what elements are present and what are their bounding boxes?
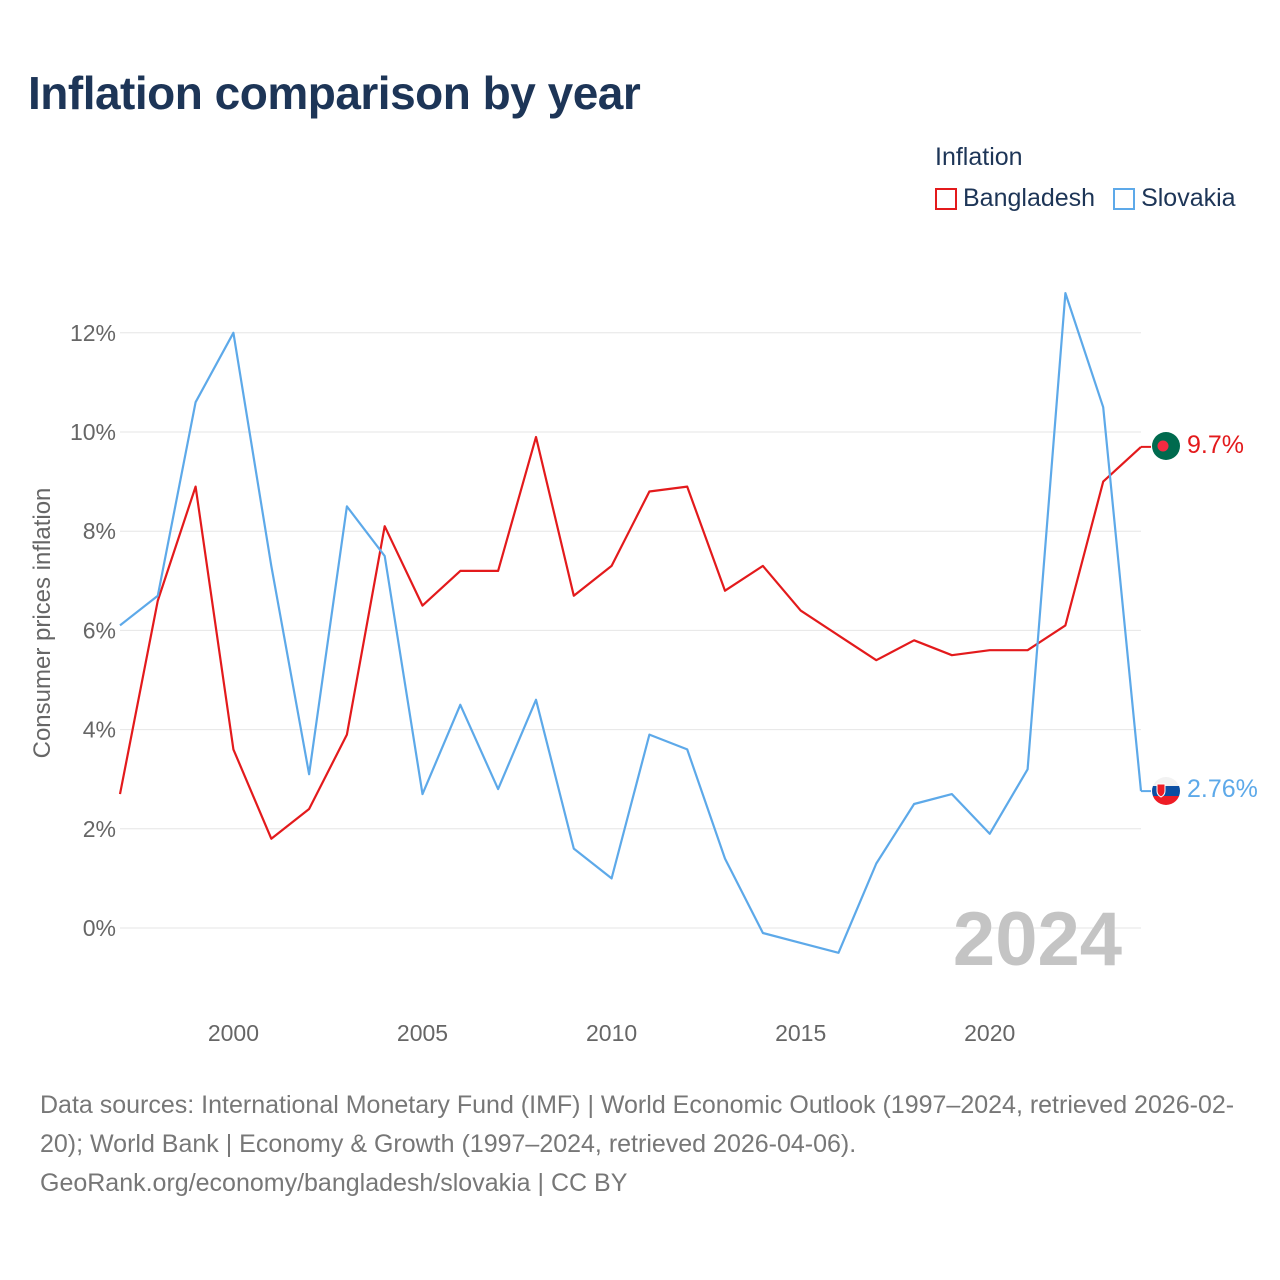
year-watermark: 2024 [953, 897, 1122, 982]
attribution-link[interactable]: GeoRank.org/economy/bangladesh/slovakia … [40, 1169, 628, 1197]
x-tick-label: 2010 [586, 1020, 637, 1046]
legend-swatch-slovakia [1113, 187, 1136, 210]
x-axis-ticks: 2000 2005 2010 2015 2020 [208, 1020, 1015, 1046]
y-axis-label: Consumer prices inflation [29, 488, 56, 759]
legend-item-slovakia[interactable]: Slovakia [1113, 184, 1236, 213]
y-tick-label: 2% [83, 816, 116, 842]
series-line-slovakia [119, 292, 1143, 954]
y-tick-label: 8% [83, 518, 116, 544]
grid [120, 332, 1141, 929]
legend-label-slovakia: Slovakia [1141, 184, 1236, 212]
legend-item-bangladesh[interactable]: Bangladesh [935, 184, 1095, 213]
y-tick-label: 0% [83, 915, 116, 941]
legend: Inflation Bangladesh Slovakia [935, 143, 1236, 213]
y-axis-ticks: 0% 2% 4% 6% 8% 10% 12% [70, 320, 116, 941]
chart-title: Inflation comparison by year [28, 67, 641, 119]
x-tick-label: 2020 [964, 1020, 1015, 1046]
y-tick-label: 4% [83, 717, 116, 743]
legend-title: Inflation [935, 143, 1023, 171]
y-tick-label: 10% [70, 419, 116, 445]
bangladesh-flag-icon [1152, 432, 1180, 460]
y-tick-label: 6% [83, 617, 116, 643]
slovakia-flag-icon [1152, 777, 1180, 805]
legend-swatch-bangladesh [935, 187, 957, 210]
footer-sources: Data sources: International Monetary Fun… [40, 1086, 1250, 1203]
y-tick-label: 12% [70, 320, 116, 346]
x-tick-label: 2015 [775, 1020, 826, 1046]
x-tick-label: 2000 [208, 1020, 259, 1046]
series-line-bangladesh [118, 435, 1142, 840]
line-chart: 0% 2% 4% 6% 8% 10% 12% 2000 2005 2010 2015 2020 Co… [29, 292, 1258, 1046]
data-sources-text: Data sources: International Monetary Fun… [40, 1091, 1235, 1158]
bangladesh-end-value: 9.7% [1187, 431, 1244, 459]
series-lines [118, 292, 1151, 954]
x-tick-label: 2005 [397, 1020, 448, 1046]
legend-label-bangladesh: Bangladesh [963, 184, 1096, 212]
slovakia-end-value: 2.76% [1187, 775, 1258, 803]
